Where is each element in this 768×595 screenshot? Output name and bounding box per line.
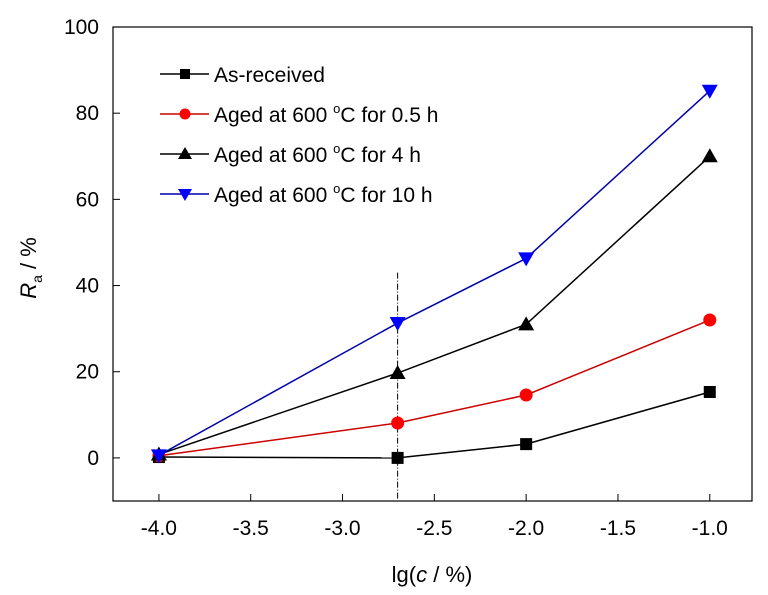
- x-tick-label: -1.0: [692, 517, 728, 540]
- series-2: [152, 313, 717, 463]
- x-tick-label: -1.5: [600, 517, 636, 540]
- data-point: [703, 385, 716, 398]
- legend-item: As-received: [160, 64, 325, 87]
- legend-label-part: C for 0.5 h: [340, 104, 438, 127]
- legend-label: As-received: [214, 64, 325, 87]
- y-axis-title: Ra / %: [16, 237, 45, 299]
- data-point: [150, 449, 167, 464]
- legend-label: Aged at 600 oC for 4 h: [214, 141, 421, 167]
- series-line-segment: [525, 155, 711, 325]
- series-line-segment: [397, 257, 527, 324]
- legend-label: Aged at 600 oC for 0.5 h: [214, 101, 438, 127]
- series-line-segment: [397, 394, 527, 424]
- legend-label-part: Aged at 600: [214, 184, 333, 207]
- legend-marker: [178, 189, 192, 201]
- x-tick-label: -4.0: [141, 517, 177, 540]
- data-point: [389, 317, 406, 332]
- x-axis-title-suffix: / %): [427, 562, 472, 587]
- data-point: [391, 416, 405, 430]
- series-line-segment: [525, 90, 711, 259]
- axis-ticks: -4.0 -3.5 -3.0 -2.5 -2.0 -1.5 -1.0 0 20 40 60 80 100: [64, 16, 728, 540]
- plot-frame: [112, 26, 753, 502]
- legend-marker: [180, 69, 190, 79]
- series-line-segment: [397, 323, 527, 374]
- y-tick-label: 100: [64, 16, 99, 39]
- data-point: [391, 451, 404, 464]
- legend-item: Aged at 600 oC for 0.5 h: [160, 101, 438, 127]
- series-3: [150, 148, 718, 461]
- data-point: [389, 365, 406, 380]
- y-tick-label: 80: [76, 102, 99, 125]
- y-axis-title-suffix: / %: [16, 237, 41, 275]
- x-tick-label: -2.5: [416, 517, 452, 540]
- series-line-segment: [158, 422, 398, 457]
- series-line-segment: [525, 391, 710, 445]
- x-tick-label: -3.0: [324, 517, 360, 540]
- legend-label-part: C for 4 h: [340, 144, 421, 167]
- legend-label: Aged at 600 oC for 10 h: [214, 181, 433, 207]
- series-line-segment: [397, 443, 527, 459]
- legend-marker: [179, 108, 191, 120]
- legend-marker: [178, 147, 192, 159]
- data-point: [518, 316, 535, 331]
- legend-label-part: C for 10 h: [340, 184, 432, 207]
- series-line-segment: [158, 372, 398, 456]
- data-point: [701, 148, 718, 163]
- series-1: [152, 385, 716, 464]
- y-tick-label: 20: [76, 361, 99, 384]
- y-axis-title-subscript: a: [29, 275, 45, 283]
- degree-sign: o: [333, 181, 340, 196]
- legend-label-part: As-received: [214, 64, 325, 87]
- y-tick-label: 60: [76, 188, 99, 211]
- data-point: [703, 313, 717, 327]
- data-point: [519, 388, 533, 402]
- series-4: [150, 84, 718, 464]
- x-axis-title-prefix: lg(: [392, 562, 417, 587]
- legend-label-part: Aged at 600: [214, 144, 333, 167]
- degree-sign: o: [333, 101, 340, 116]
- x-tick-label: -3.5: [233, 517, 269, 540]
- legend-label-part: Aged at 600: [214, 104, 333, 127]
- data-point: [520, 438, 533, 451]
- legend-item: Aged at 600 oC for 4 h: [160, 141, 421, 167]
- x-tick-label: -2.0: [508, 517, 544, 540]
- y-tick-label: 40: [76, 275, 99, 298]
- y-axis-title-variable: R: [16, 283, 41, 299]
- series-line-segment: [525, 319, 711, 396]
- series-line-segment: [158, 456, 398, 459]
- series-group: [150, 84, 718, 464]
- data-point: [701, 84, 718, 99]
- x-axis-title-variable: c: [416, 562, 427, 587]
- data-point: [518, 252, 535, 267]
- y-tick-label: 0: [87, 447, 99, 470]
- series-line-segment: [158, 322, 398, 456]
- x-axis-title: lg(c / %): [392, 562, 473, 587]
- degree-sign: o: [333, 141, 340, 156]
- legend-item: Aged at 600 oC for 10 h: [160, 181, 433, 207]
